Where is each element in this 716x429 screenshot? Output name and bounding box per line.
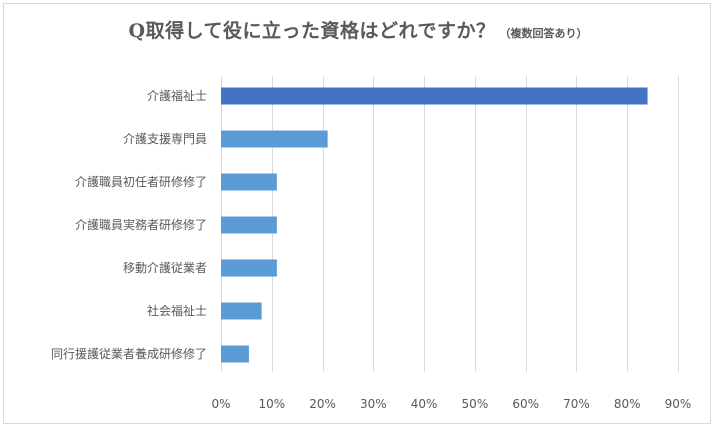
bar [221, 345, 249, 363]
bar [221, 173, 277, 191]
x-tick-label: 40% [411, 397, 438, 411]
chart-frame [3, 3, 711, 424]
x-tick-label: 70% [563, 397, 590, 411]
x-tick-label: 80% [614, 397, 641, 411]
tick-labels: 0% 10% 20% 30% 40% 50% 60% 70% 80% 90% [211, 397, 691, 411]
gridlines [221, 76, 679, 372]
x-tick-label: 20% [309, 397, 336, 411]
x-tick-label: 90% [665, 397, 692, 411]
chart-title: Q取得して役に立った資格はどれですか？ （複数回答あり） [0, 16, 716, 43]
category-label: 介護職員実務者研修修了 [75, 217, 207, 232]
bar [221, 302, 262, 320]
category-label: 社会福祉士 [147, 303, 207, 318]
x-tick-label: 50% [462, 397, 489, 411]
chart-title-main: Q取得して役に立った資格はどれですか？ [128, 20, 496, 42]
category-label: 同行援護従業者養成研修修了 [51, 346, 207, 361]
category-label: 介護福祉士 [147, 88, 207, 103]
chart-title-note: （複数回答あり） [499, 27, 588, 40]
bar [221, 216, 277, 234]
category-labels: 介護福祉士介護支援専門員介護職員初任者研修修了介護職員実務者研修修了移動介護従業… [51, 88, 207, 361]
x-tick-label: 10% [258, 397, 285, 411]
category-label: 介護支援専門員 [123, 131, 207, 146]
x-tick-label: 60% [512, 397, 539, 411]
bar [221, 259, 277, 277]
bar [221, 130, 328, 148]
x-tick-label: 30% [360, 397, 387, 411]
bars [221, 87, 648, 363]
bar [221, 87, 648, 105]
x-tick-label: 0% [211, 397, 230, 411]
category-label: 移動介護従業者 [123, 260, 207, 275]
category-label: 介護職員初任者研修修了 [75, 174, 207, 189]
